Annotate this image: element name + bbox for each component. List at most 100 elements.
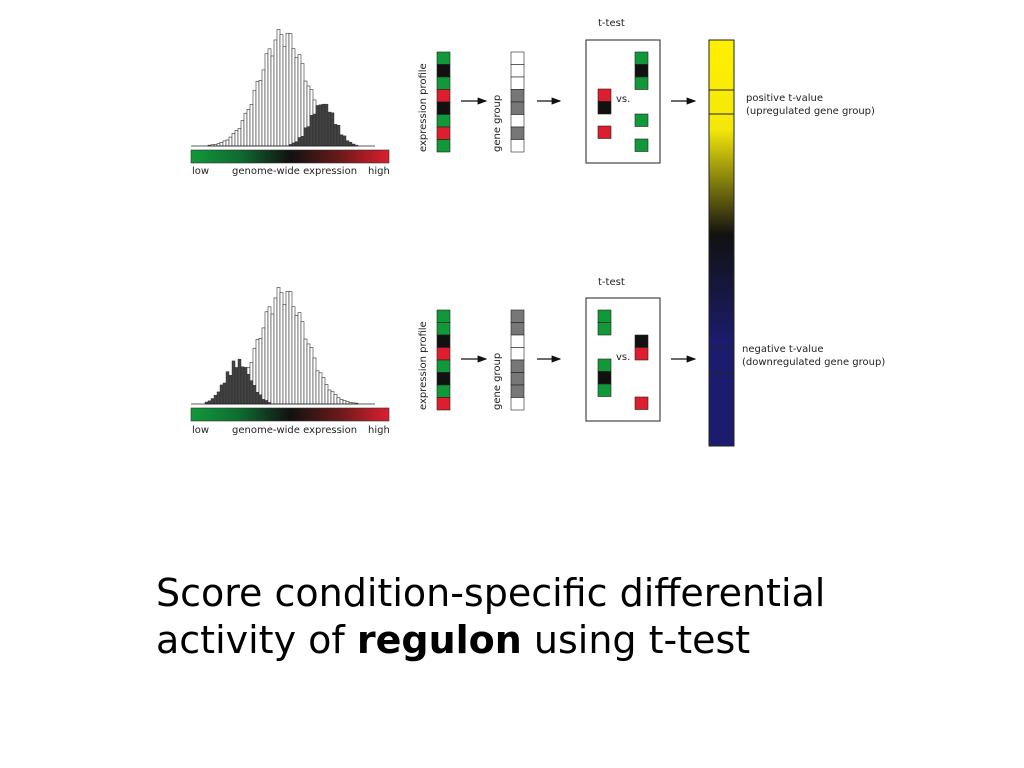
gene-group-histogram-bar (348, 141, 353, 147)
gene-group-histogram-bar (318, 104, 323, 147)
gene-group-cell (510, 347, 525, 361)
histogram-bar (228, 136, 233, 147)
histogram-bar (339, 399, 344, 405)
comparison-cell (634, 76, 649, 90)
comparison-cell (634, 396, 649, 410)
vs-label: vs. (616, 94, 631, 105)
caption-line-2a: activity of (156, 618, 357, 662)
histogram-bar (297, 54, 302, 147)
histogram-bar (288, 33, 293, 147)
histogram-bar (282, 46, 287, 147)
histogram-bar (294, 315, 299, 405)
histogram-bar (333, 394, 338, 405)
gene-group-histogram-bar (321, 103, 326, 147)
gene-group-histogram-bar (324, 103, 329, 147)
expression-profile-cell (436, 64, 451, 78)
histogram-bar (288, 291, 293, 405)
gene-group-histogram-bar (213, 394, 218, 405)
expression-profile-cell (436, 51, 451, 65)
caption-line-2b: using t-test (521, 618, 751, 662)
gene-group-histogram-bar (339, 134, 344, 147)
expression-profile-cell (436, 397, 451, 411)
histogram-bar (303, 338, 308, 405)
histogram-bar (300, 321, 305, 405)
negative-marker-box (708, 347, 735, 374)
gene-group-histogram-bar (303, 127, 308, 147)
histogram-bar (321, 377, 326, 405)
comparison-cell (597, 88, 612, 102)
gene-group-histogram-bar (237, 358, 242, 405)
gene-group-histogram-bar (228, 375, 233, 405)
gene-group-histogram-bar (264, 400, 269, 405)
histogram-bar (330, 391, 335, 405)
t-test-label: t-test (598, 18, 625, 29)
gene-group-histogram-bar (300, 136, 305, 147)
expression-color-bar (190, 407, 390, 422)
comparison-cell (597, 371, 612, 385)
gene-group-cell (510, 114, 525, 128)
gene-group-histogram-bar (261, 399, 266, 405)
histogram-bar (327, 389, 332, 405)
gene-group-cell (510, 101, 525, 115)
axis-low-label: low (192, 166, 210, 177)
gene-group-cell (510, 64, 525, 78)
panel-upregulated (190, 29, 697, 164)
expression-profile-cell (436, 309, 451, 323)
positive-t-value-label: positive t-value (746, 93, 823, 104)
expression-profile-cell (436, 322, 451, 336)
t-test-label: t-test (598, 277, 625, 288)
histogram-bar (270, 313, 275, 405)
histogram-bar (267, 48, 272, 147)
gene-group-histogram-bar (327, 111, 332, 147)
histogram-bar (261, 327, 266, 405)
expression-profile-cell (436, 334, 451, 348)
histogram-bar (246, 109, 251, 147)
histogram-bar (309, 347, 314, 405)
gene-group-cell (510, 322, 525, 336)
gene-group-histogram-bar (207, 400, 212, 405)
axis-high-label: high (368, 425, 390, 436)
gene-group-cell (510, 397, 525, 411)
expression-profile-cell (436, 347, 451, 361)
gene-group-histogram-bar (330, 112, 335, 147)
gene-group-label: gene group (492, 94, 503, 152)
histogram-bar (258, 338, 263, 405)
expression-color-bar (190, 149, 390, 164)
gene-group-cell (510, 126, 525, 140)
comparison-cell (597, 101, 612, 115)
axis-high-label: high (368, 166, 390, 177)
histogram-bar (279, 34, 284, 147)
histogram-bar (300, 63, 305, 147)
gene-group-cell (510, 139, 525, 153)
gene-group-cell (510, 51, 525, 65)
histogram-bar (234, 130, 239, 147)
histogram-bar (222, 140, 227, 147)
gene-group-histogram-bar (309, 115, 314, 147)
histogram-bar (291, 48, 296, 147)
histogram-bar (264, 311, 269, 405)
histogram-bar (237, 128, 242, 147)
gene-group-histogram-bar (249, 380, 254, 405)
expression-profile-label: expression profile (418, 63, 429, 152)
expression-profile-cell (436, 384, 451, 398)
histogram-bar (243, 112, 248, 147)
histogram-bar (273, 39, 278, 147)
caption-bold-term: regulon (356, 618, 522, 662)
histogram-bar (294, 57, 299, 147)
gene-group-cell (510, 76, 525, 90)
gene-group-histogram-bar (345, 140, 350, 147)
scale-gradient (708, 39, 735, 447)
comparison-cell (634, 51, 649, 65)
expression-profile-cell (436, 359, 451, 373)
gene-group-histogram-bar (225, 371, 230, 405)
slide-caption: Score condition-specific differential ac… (156, 570, 976, 664)
expression-profile-cell (436, 76, 451, 90)
histogram-bar (264, 53, 269, 147)
gene-group-cell (510, 359, 525, 373)
comparison-cell (597, 358, 612, 372)
positive-marker-box (708, 89, 735, 115)
gene-group-histogram-bar (297, 137, 302, 147)
histogram-bar (336, 397, 341, 405)
comparison-cell (634, 347, 649, 361)
gene-group-histogram-bar (336, 125, 341, 147)
